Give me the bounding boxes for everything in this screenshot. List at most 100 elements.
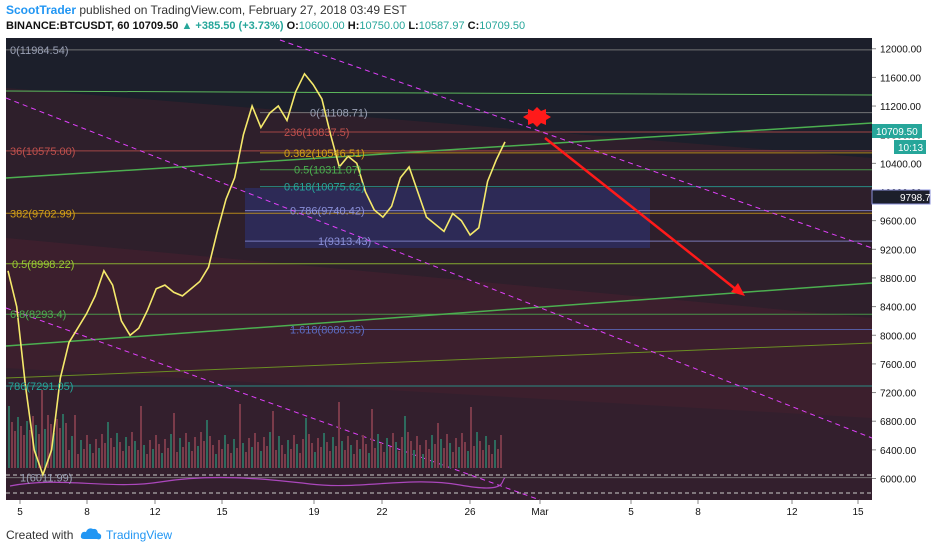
volume-bar xyxy=(158,444,160,468)
volume-bar xyxy=(200,432,202,468)
volume-bar xyxy=(122,451,124,468)
volume-bar xyxy=(131,432,133,468)
volume-bar xyxy=(464,442,466,468)
volume-bar xyxy=(278,436,280,468)
price-tick-label: 9600.00 xyxy=(880,217,917,228)
volume-bar xyxy=(53,433,55,468)
volume-bar xyxy=(164,439,166,468)
tradingview-link[interactable]: TradingView xyxy=(106,528,173,542)
price-tick-label: 7600.00 xyxy=(880,360,917,371)
volume-bar xyxy=(239,404,241,468)
volume-bar xyxy=(149,440,151,468)
volume-bar xyxy=(413,450,415,468)
price-tick-label: 8400.00 xyxy=(880,303,917,314)
volume-bar xyxy=(407,432,409,468)
volume-bar xyxy=(263,437,265,468)
level-tag-bg xyxy=(871,189,931,205)
publish-line: ScootTrader published on TradingView.com… xyxy=(6,3,407,17)
time-tick-label: 19 xyxy=(308,507,320,518)
volume-bar xyxy=(341,441,343,468)
volume-bar xyxy=(212,445,214,468)
volume-bar xyxy=(299,453,301,468)
fib-level-label: 0.786(9740.42) xyxy=(290,206,365,218)
volume-bar xyxy=(476,432,478,468)
volume-bar xyxy=(338,402,340,468)
fib-level-label: 36(10575.00) xyxy=(10,146,75,158)
time-tick-label: 26 xyxy=(464,507,476,518)
price-chart[interactable]: 0(11984.54) 0(11108.71) 36(10575.00) 236(10… xyxy=(0,38,932,520)
volume-bar xyxy=(488,445,490,468)
volume-bar xyxy=(332,437,334,468)
volume-bar xyxy=(257,442,259,468)
price-tick-label: 8000.00 xyxy=(880,331,917,342)
volume-bar xyxy=(218,440,220,468)
volume-bar xyxy=(458,447,460,468)
red-zone-lower xyxy=(6,238,872,500)
volume-bar xyxy=(287,440,289,468)
volume-bar xyxy=(215,454,217,468)
volume-bar xyxy=(302,439,304,468)
price-tick-label: 12000.00 xyxy=(880,45,922,56)
volume-bar xyxy=(224,435,226,468)
volume-bar xyxy=(89,444,91,468)
volume-bar xyxy=(206,420,208,468)
fib-level-label: 1(9313.43) xyxy=(318,236,371,248)
price-change: ▲ +385.50 (+3.73%) xyxy=(181,20,284,32)
symbol-label[interactable]: BINANCE:BTCUSDT, 60 xyxy=(6,20,130,32)
trend-line-low[interactable] xyxy=(5,342,873,379)
volume-bar xyxy=(194,437,196,468)
trend-line-mid[interactable] xyxy=(5,282,873,347)
volume-bar xyxy=(449,443,451,468)
volume-bar xyxy=(371,409,373,468)
price-tag-bg xyxy=(872,124,922,138)
fib-level-label: 6.8(8293.4) xyxy=(10,309,66,321)
volume-bar xyxy=(71,436,73,468)
volume-bar xyxy=(14,431,16,468)
volume-bar xyxy=(455,438,457,468)
volume-bar xyxy=(29,430,31,468)
volume-bar xyxy=(125,437,127,468)
volume-bar xyxy=(62,414,64,468)
volume-bar xyxy=(314,452,316,468)
channel-line-mid[interactable] xyxy=(5,97,873,439)
volume-bar xyxy=(374,448,376,468)
price-tick-label: 6400.00 xyxy=(880,446,917,457)
volume-bar xyxy=(326,442,328,468)
volume-bar xyxy=(59,428,61,468)
volume-bar xyxy=(482,450,484,468)
volume-bar xyxy=(146,454,148,468)
volume-bar xyxy=(227,444,229,468)
trend-line-top[interactable] xyxy=(5,90,873,96)
volume-bar xyxy=(365,444,367,468)
volume-bar xyxy=(359,449,361,468)
volume-bar xyxy=(491,454,493,468)
close-label: C: xyxy=(467,20,480,32)
volume-bar xyxy=(185,433,187,468)
channel-line-top[interactable] xyxy=(279,39,873,249)
volume-bar xyxy=(260,451,262,468)
volume-bar xyxy=(431,435,433,468)
time-tick-label: 8 xyxy=(695,507,701,518)
price-line xyxy=(7,72,506,478)
volume-bar xyxy=(116,433,118,468)
volume-bar xyxy=(65,423,67,468)
volume-bar xyxy=(473,446,475,468)
volume-bar xyxy=(98,448,100,468)
volume-bar xyxy=(155,435,157,468)
volume-bar xyxy=(68,450,70,468)
volume-bar xyxy=(41,390,43,468)
volume-bar xyxy=(272,411,274,468)
volume-bar xyxy=(86,435,88,468)
volume-bar xyxy=(134,441,136,468)
volume-bar xyxy=(422,454,424,468)
trend-line-upper[interactable] xyxy=(5,122,873,179)
author-link[interactable]: ScootTrader xyxy=(6,3,77,17)
volume-bar xyxy=(395,442,397,468)
volume-bar xyxy=(335,446,337,468)
price-tick-label: 11600.00 xyxy=(880,73,921,84)
volume-bar xyxy=(56,419,58,468)
volume-bar xyxy=(44,429,46,468)
volume-bar xyxy=(92,453,94,468)
volume-bar xyxy=(329,451,331,468)
volume-bar xyxy=(440,439,442,468)
